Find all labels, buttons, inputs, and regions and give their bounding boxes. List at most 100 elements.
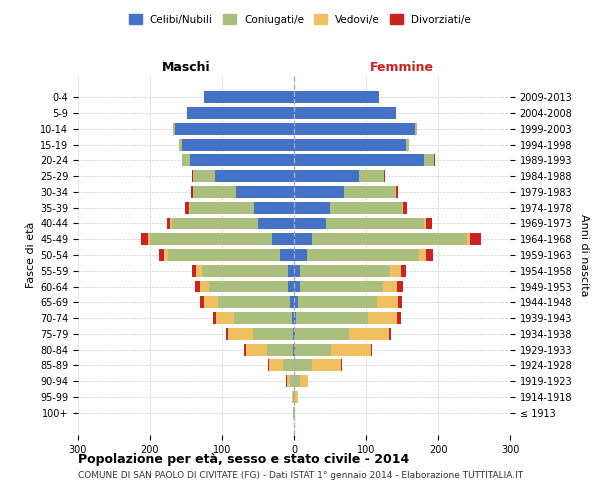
Bar [189,202,190,213]
Bar [190,154,294,166]
Bar [294,328,295,340]
Bar [293,328,294,340]
Bar [371,344,373,355]
Text: Maschi: Maschi [161,60,211,74]
Bar [294,360,312,372]
Bar [294,391,295,403]
Bar [294,186,344,198]
Bar [403,202,407,213]
Bar [268,360,269,372]
Bar [288,280,294,292]
Bar [170,218,172,230]
Bar [415,123,417,134]
Bar [344,186,395,198]
Bar [158,249,164,261]
Bar [283,360,294,372]
Bar [253,328,293,340]
Bar [268,344,293,355]
Bar [254,202,294,213]
Bar [359,170,384,182]
Bar [389,328,391,340]
Bar [434,154,435,166]
Bar [191,186,193,198]
Bar [294,218,326,230]
Bar [179,138,182,150]
Bar [196,265,202,276]
Bar [397,312,401,324]
Bar [294,170,359,182]
Bar [140,234,148,245]
Bar [312,360,341,372]
Bar [295,328,349,340]
Y-axis label: Fasce di età: Fasce di età [26,222,36,288]
Bar [215,170,294,182]
Bar [419,249,426,261]
Text: COMUNE DI SAN PAOLO DI CIVITATE (FG) - Dati ISTAT 1° gennaio 2014 - Elaborazione: COMUNE DI SAN PAOLO DI CIVITATE (FG) - D… [78,471,523,480]
Bar [193,170,215,182]
Bar [204,92,294,103]
Text: Femmine: Femmine [370,60,434,74]
Bar [167,218,170,230]
Bar [368,312,397,324]
Bar [226,328,228,340]
Bar [383,280,397,292]
Bar [294,407,295,418]
Bar [397,280,403,292]
Bar [294,265,300,276]
Bar [312,234,467,245]
Bar [331,344,371,355]
Bar [292,391,293,403]
Bar [244,344,246,355]
Legend: Celibi/Nubili, Coniugati/e, Vedovi/e, Divorziati/e: Celibi/Nubili, Coniugati/e, Vedovi/e, Di… [125,10,475,29]
Bar [258,218,294,230]
Bar [185,202,189,213]
Bar [168,249,280,261]
Bar [212,312,216,324]
Bar [294,92,379,103]
Bar [287,376,290,387]
Bar [175,123,294,134]
Bar [294,154,424,166]
Bar [294,249,307,261]
Bar [349,328,389,340]
Bar [173,123,175,134]
Bar [398,296,402,308]
Bar [272,234,294,245]
Bar [234,312,292,324]
Bar [290,376,294,387]
Bar [294,296,298,308]
Bar [294,312,296,324]
Bar [424,154,434,166]
Bar [290,296,294,308]
Bar [280,249,294,261]
Bar [470,234,481,245]
Bar [377,296,398,308]
Bar [292,312,294,324]
Bar [269,360,283,372]
Bar [218,296,290,308]
Bar [209,280,288,292]
Bar [294,202,330,213]
Bar [182,154,190,166]
Bar [300,265,390,276]
Bar [384,170,385,182]
Bar [294,234,312,245]
Bar [295,391,298,403]
Bar [200,296,204,308]
Bar [467,234,470,245]
Bar [187,107,294,119]
Bar [193,186,236,198]
Bar [228,328,253,340]
Bar [190,202,254,213]
Bar [194,280,200,292]
Bar [288,265,294,276]
Bar [426,249,433,261]
Bar [293,344,294,355]
Bar [294,280,300,292]
Bar [330,202,402,213]
Bar [182,138,294,150]
Bar [390,265,401,276]
Bar [300,280,383,292]
Bar [216,312,234,324]
Y-axis label: Anni di nascita: Anni di nascita [579,214,589,296]
